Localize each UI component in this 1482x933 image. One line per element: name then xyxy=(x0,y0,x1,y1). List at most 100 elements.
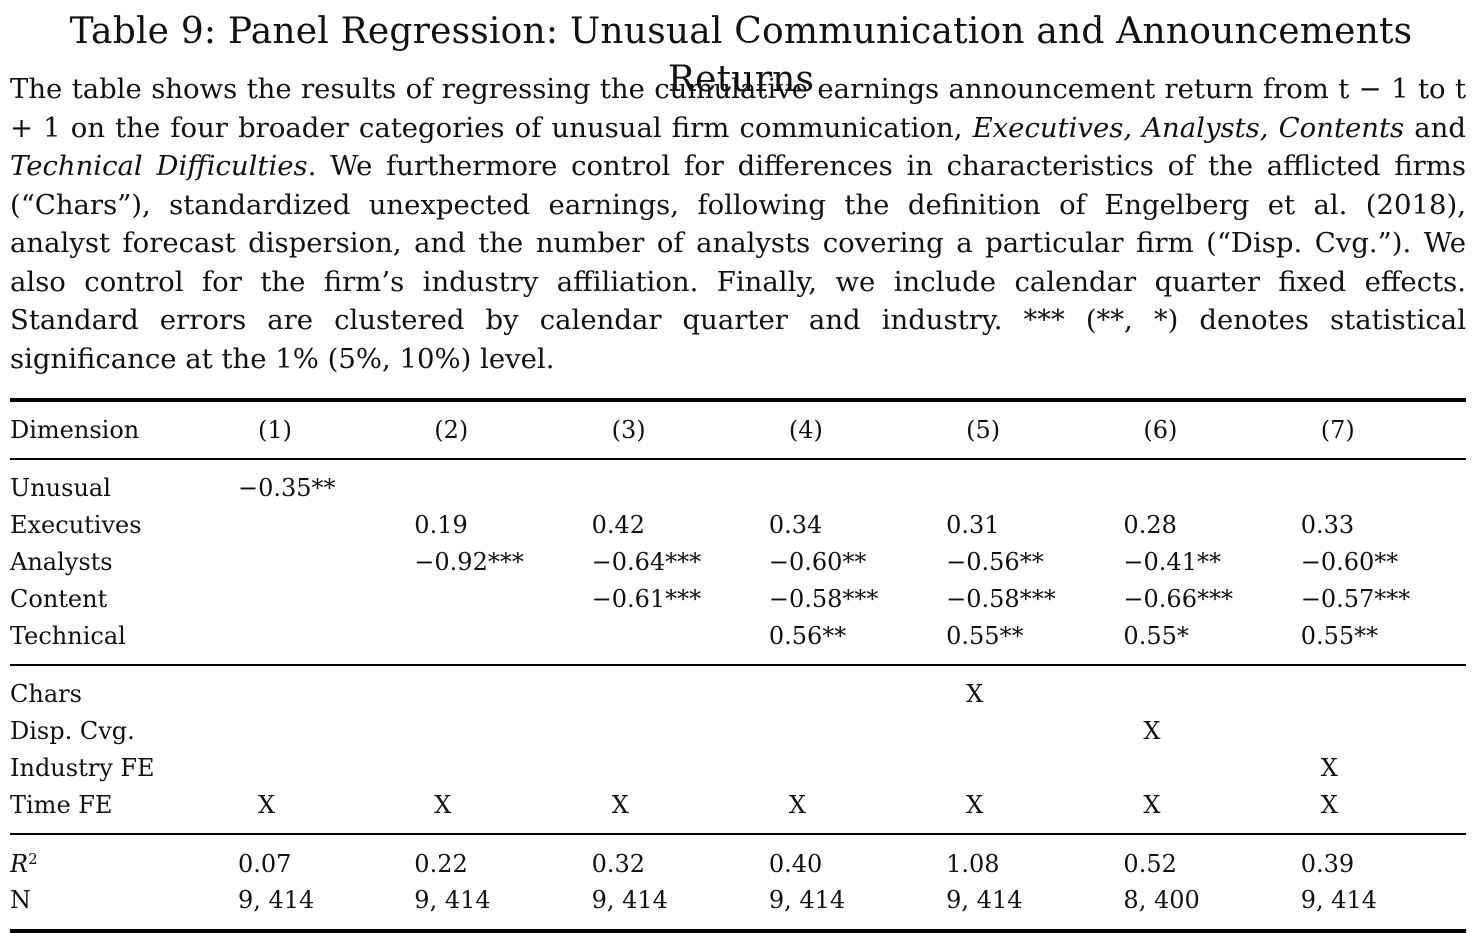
coefficient-row: Analysts −0.92*** −0.64*** −0.60** −0.56** −0… xyxy=(10,544,1466,581)
control-row: Time FE X X X X X X X xyxy=(10,786,1466,834)
table-cell: 9, 414 xyxy=(1288,881,1466,933)
table-cell xyxy=(1111,750,1288,787)
row-label: R2 xyxy=(10,833,226,882)
table-cell xyxy=(226,507,402,544)
table-cell: X xyxy=(434,790,452,819)
table-cell xyxy=(1288,663,1466,713)
row-label: N xyxy=(10,881,226,933)
table-cell xyxy=(226,544,402,581)
table-cell: 0.22 xyxy=(402,833,580,882)
table-cell xyxy=(226,617,402,665)
table-cell xyxy=(579,663,757,713)
caption-text-2: and xyxy=(1404,111,1466,144)
table-cell: 0.56** xyxy=(768,621,847,650)
header-column-3: (3) xyxy=(579,398,757,459)
header-column-2: (2) xyxy=(402,398,580,459)
table-cell xyxy=(1288,458,1466,507)
header-column-4: (4) xyxy=(756,398,935,459)
table-cell: 0.19 xyxy=(414,511,468,540)
table-cell: 9, 414 xyxy=(756,881,935,933)
table-cell: −0.58*** xyxy=(768,584,879,613)
header-column-7: (7) xyxy=(1288,398,1466,459)
table-cell xyxy=(756,458,935,507)
table-cell: 0.31 xyxy=(946,511,1000,540)
table-cell xyxy=(402,663,580,713)
regression-table-body: Dimension (1) (2) (3) (4) (5) (6) (7) Unusual −0.… xyxy=(10,398,1466,933)
coefficient-row: Unusual −0.35** xyxy=(10,458,1466,507)
table-cell: −0.57*** xyxy=(1300,584,1411,613)
row-label: Technical xyxy=(10,621,126,650)
header-column-1: (1) xyxy=(225,398,403,459)
table-title: Table 9: Panel Regression: Unusual Commu… xyxy=(69,11,1413,100)
table-cell: X xyxy=(257,790,276,819)
row-label: Industry FE xyxy=(10,753,155,782)
table-cell: X xyxy=(1143,790,1161,819)
table-cell: X xyxy=(788,790,806,819)
row-label: Chars xyxy=(10,663,226,713)
coefficient-row: Technical 0.56** 0.55** 0.55* 0.55** xyxy=(10,617,1466,665)
row-label: Unusual xyxy=(10,458,226,507)
table-cell: 0.33 xyxy=(1300,511,1355,540)
table-cell: 9, 414 xyxy=(579,881,757,933)
table-cell xyxy=(226,750,402,787)
row-label: Analysts xyxy=(10,547,113,576)
table-cell: 1.08 xyxy=(934,833,1112,882)
table-cell xyxy=(402,580,579,617)
statistic-row: R2 0.07 0.22 0.32 0.40 1.08 0.52 0.39 xyxy=(10,833,1466,882)
table-cell: 9, 414 xyxy=(934,881,1112,933)
table-cell: 0.42 xyxy=(591,511,646,540)
regression-table-container: Dimension (1) (2) (3) (4) (5) (6) (7) Unusual −0.… xyxy=(10,398,1466,933)
table-cell: 0.34 xyxy=(768,511,823,540)
caption-text-1: The table shows the results of regressin… xyxy=(10,73,1466,144)
table-cell: −0.60** xyxy=(768,547,867,576)
table-cell xyxy=(580,713,757,750)
table-cell xyxy=(226,713,402,750)
table-cell xyxy=(402,750,579,787)
table-cell xyxy=(934,713,1111,750)
table-cell: −0.92*** xyxy=(414,547,524,576)
table-cell: −0.41** xyxy=(1123,547,1221,576)
table-cell: 0.40 xyxy=(756,833,935,882)
table-cell xyxy=(579,458,757,507)
table-cell: 0.39 xyxy=(1288,833,1466,882)
row-label: Executives xyxy=(10,511,142,540)
control-row: Disp. Cvg. X xyxy=(10,713,1466,750)
coefficient-row: Content −0.61*** −0.58*** −0.58*** −0.66*** −… xyxy=(10,580,1466,617)
table-cell: 8, 400 xyxy=(1111,881,1289,933)
table-cell: 0.55* xyxy=(1123,621,1189,650)
table-cell: X xyxy=(966,790,984,819)
table-cell: 0.52 xyxy=(1111,833,1289,882)
table-cell xyxy=(402,458,580,507)
table-cell xyxy=(226,580,402,617)
row-label-superscript: 2 xyxy=(28,849,38,868)
table-cell xyxy=(1111,663,1289,713)
table-cell xyxy=(1289,713,1466,750)
row-label: Time FE xyxy=(10,790,113,819)
table-cell xyxy=(757,713,934,750)
header-dimension: Dimension xyxy=(10,398,226,459)
caption-italic-categories: Executives, Analysts, Contents xyxy=(972,111,1405,144)
caption-italic-technical: Technical Difficulties xyxy=(10,150,308,182)
table-cell xyxy=(1111,458,1289,507)
table-cell xyxy=(756,663,935,713)
table-cell: X xyxy=(1320,790,1338,819)
table-cell xyxy=(225,663,403,713)
table-cell xyxy=(580,750,757,787)
table-cell: 0.28 xyxy=(1123,511,1177,540)
control-row: Chars X xyxy=(10,663,1466,713)
table-cell: 9, 414 xyxy=(402,881,580,933)
table-cell: 0.07 xyxy=(225,833,403,882)
table-header-row: Dimension (1) (2) (3) (4) (5) (6) (7) xyxy=(10,398,1466,459)
coefficient-row: Executives 0.19 0.42 0.34 0.31 0.28 0.33 xyxy=(10,507,1466,544)
header-column-5: (5) xyxy=(934,398,1112,459)
table-cell: 0.32 xyxy=(579,833,757,882)
table-cell xyxy=(934,458,1112,507)
table-cell xyxy=(934,750,1111,787)
table-cell: 0.55** xyxy=(946,621,1024,650)
table-cell xyxy=(757,750,934,787)
table-cell: X xyxy=(611,790,629,819)
table-cell: −0.35** xyxy=(225,458,403,507)
table-cell: −0.58*** xyxy=(946,584,1056,613)
table-cell xyxy=(580,617,757,665)
table-cell: X xyxy=(1143,717,1161,746)
